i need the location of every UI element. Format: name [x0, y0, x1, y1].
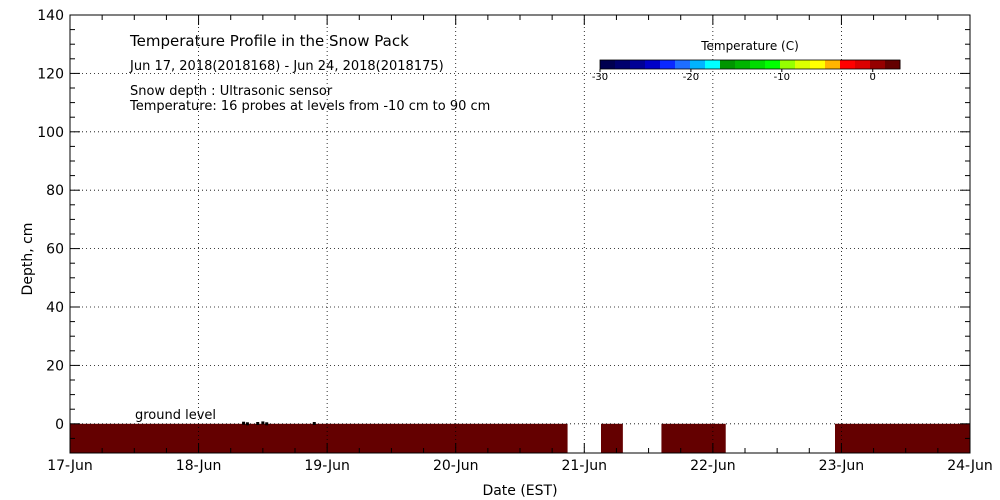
- colorbar-swatch: [810, 60, 826, 69]
- colorbar-swatch: [780, 60, 796, 69]
- colorbar-swatch: [765, 60, 781, 69]
- temperature-annotation: Temperature: 16 probes at levels from -1…: [129, 99, 490, 114]
- colorbar-swatch: [690, 60, 706, 69]
- x-tick-label: 24-Jun: [947, 458, 993, 474]
- colorbar-swatch: [675, 60, 691, 69]
- colorbar-tick-label: -20: [683, 72, 699, 83]
- x-tick-label: 21-Jun: [562, 458, 608, 474]
- temperature-band-segment-1: [601, 423, 623, 453]
- colorbar-swatch: [630, 60, 646, 69]
- colorbar-swatch: [735, 60, 751, 69]
- chart-title: Temperature Profile in the Snow Pack: [129, 32, 409, 50]
- snow-depth-point: [265, 422, 269, 426]
- colorbar-swatch: [825, 60, 841, 69]
- colorbar-swatch: [750, 60, 766, 69]
- chart-subtitle: Jun 17, 2018(2018168) - Jun 24, 2018(201…: [129, 59, 444, 74]
- x-tick-label: 20-Jun: [433, 458, 479, 474]
- x-tick-label: 18-Jun: [176, 458, 222, 474]
- y-tick-label: 100: [37, 125, 64, 141]
- y-axis-title: Depth, cm: [20, 223, 36, 296]
- colorbar-swatch: [855, 60, 871, 69]
- y-tick-label: 20: [46, 358, 64, 374]
- colorbar-swatch: [885, 60, 901, 69]
- temperature-colorbar: -30 -20 -10 0: [592, 59, 901, 83]
- colorbar-tick-label: -10: [774, 72, 790, 83]
- x-tick-label: 22-Jun: [690, 458, 736, 474]
- x-tick-label: 17-Jun: [47, 458, 93, 474]
- colorbar-swatch: [660, 60, 676, 69]
- snow-depth-point: [245, 422, 249, 426]
- y-tick-label: 60: [46, 242, 64, 258]
- colorbar-swatch: [870, 60, 886, 69]
- snow-depth-point: [256, 422, 260, 426]
- colorbar-frame: [599, 59, 901, 70]
- colorbar-swatch: [720, 60, 736, 69]
- colorbar-swatch: [615, 60, 631, 69]
- x-tick-label: 19-Jun: [304, 458, 350, 474]
- y-tick-label: 80: [46, 183, 64, 199]
- colorbar-tick-label: 0: [870, 72, 876, 83]
- x-tick-label: 23-Jun: [819, 458, 865, 474]
- y-tick-label: 0: [55, 417, 64, 433]
- snow-depth-point: [261, 421, 265, 425]
- y-tick-label: 40: [46, 300, 64, 316]
- ground-level-label: ground level: [135, 408, 216, 423]
- colorbar-swatch: [795, 60, 811, 69]
- colorbar-swatch: [705, 60, 721, 69]
- y-tick-label: 120: [37, 66, 64, 82]
- colorbar-title: Temperature (C): [700, 39, 799, 53]
- colorbar-tick-label: -30: [592, 72, 608, 83]
- snow-depth-point: [312, 422, 316, 426]
- plot-frame: [69, 14, 971, 454]
- snow-depth-annotation: Snow depth : Ultrasonic sensor: [130, 84, 333, 99]
- colorbar-swatch: [600, 60, 616, 69]
- snow-depth-point: [242, 421, 246, 425]
- temperature-band-segment-3: [835, 423, 970, 453]
- temperature-band-segment-0: [70, 423, 568, 453]
- y-tick-label: 140: [37, 8, 64, 24]
- x-axis-title: Date (EST): [482, 483, 557, 499]
- colorbar-swatch: [840, 60, 856, 69]
- temperature-band-segment-2: [661, 423, 726, 453]
- colorbar-swatch: [645, 60, 661, 69]
